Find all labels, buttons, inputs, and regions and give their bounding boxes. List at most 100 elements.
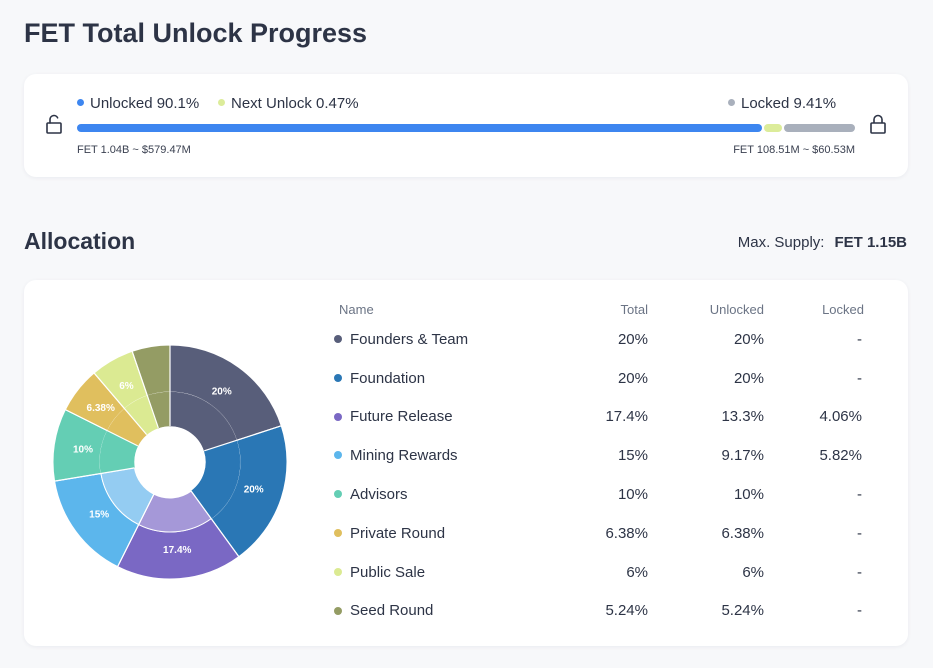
pie-slice-label: 17.4% bbox=[163, 545, 191, 556]
row-total: 15% bbox=[617, 447, 648, 465]
header-total: Total bbox=[620, 301, 648, 317]
row-locked: - bbox=[857, 369, 862, 387]
table-header: Name Total Unlocked Locked bbox=[334, 298, 864, 320]
max-supply-label: Max. Supply: bbox=[737, 234, 825, 251]
allocation-heading: Allocation bbox=[24, 228, 136, 254]
row-name-text: Private Round bbox=[350, 524, 446, 542]
row-name: Advisors bbox=[334, 475, 534, 514]
row-total: 10% bbox=[617, 486, 648, 504]
row-locked: 5.82% bbox=[819, 447, 862, 465]
row-name-text: Mining Rewards bbox=[350, 447, 458, 465]
pie-slice-group bbox=[169, 344, 282, 452]
row-name-text: Founders & Team bbox=[350, 330, 469, 348]
max-supply: Max. Supply: FET 1.15B bbox=[738, 234, 907, 251]
row-locked: - bbox=[857, 563, 862, 581]
row-total: 6.38% bbox=[605, 524, 648, 542]
table-row: Mining Rewards 15% 9.17% 5.82% bbox=[334, 436, 864, 475]
progress-segment-next-unlock bbox=[763, 124, 782, 132]
row-color-dot bbox=[334, 528, 342, 537]
allocation-card: 20% 20% 17.4% 15% 10% 6.38% 6% Name Total Unlo… bbox=[24, 280, 908, 646]
table-row: Public Sale 6% 6% - bbox=[334, 553, 864, 592]
row-name-text: Future Release bbox=[350, 408, 453, 426]
progress-segment-locked bbox=[783, 124, 855, 132]
row-unlocked: 6% bbox=[742, 563, 764, 581]
pie-slice-label: 10% bbox=[73, 444, 93, 455]
pie-separator bbox=[93, 372, 148, 435]
legend-unlocked: Unlocked 90.1% bbox=[77, 95, 199, 112]
pie-separator bbox=[117, 493, 155, 567]
allocation-pie-chart: 20% 20% 17.4% 15% 10% 6.38% 6% bbox=[52, 344, 288, 580]
row-name: Seed Round bbox=[334, 592, 534, 631]
row-color-dot bbox=[334, 567, 342, 576]
table-row: Seed Round 5.24% 5.24% - bbox=[334, 592, 864, 631]
row-total: 6% bbox=[626, 563, 648, 581]
table-row: Future Release 17.4% 13.3% 4.06% bbox=[334, 398, 864, 437]
row-total: 17.4% bbox=[605, 408, 648, 426]
pie-slice-label: 6% bbox=[119, 381, 134, 392]
pie-separator bbox=[190, 490, 240, 557]
unlocked-amount: FET 1.04B ~ $579.47M bbox=[77, 144, 191, 156]
row-total: 20% bbox=[617, 369, 648, 387]
pie-separator bbox=[65, 409, 139, 447]
locked-amount: FET 108.51M ~ $60.53M bbox=[733, 144, 855, 156]
row-locked: - bbox=[857, 330, 862, 348]
row-name: Founders & Team bbox=[334, 320, 534, 359]
row-name: Public Sale bbox=[334, 553, 534, 592]
row-unlocked: 20% bbox=[733, 330, 764, 348]
header-unlocked: Unlocked bbox=[709, 301, 764, 317]
row-color-dot bbox=[334, 490, 342, 499]
row-unlocked: 10% bbox=[733, 486, 764, 504]
row-unlocked: 9.17% bbox=[721, 447, 764, 465]
table-row: Foundation 20% 20% - bbox=[334, 359, 864, 398]
row-locked: - bbox=[857, 524, 862, 542]
pie-slice-label: 15% bbox=[89, 510, 109, 521]
table-row: Advisors 10% 10% - bbox=[334, 475, 864, 514]
page-title: FET Total Unlock Progress bbox=[24, 18, 368, 48]
table-row: Founders & Team 20% 20% - bbox=[334, 320, 864, 359]
pie-slice-label: 20% bbox=[212, 386, 232, 397]
progress-segment-unlocked bbox=[77, 124, 762, 132]
header-locked: Locked bbox=[822, 301, 864, 317]
unlocked-lock-icon bbox=[45, 114, 63, 134]
row-name: Mining Rewards bbox=[334, 436, 534, 475]
pie-slice-group bbox=[190, 425, 288, 558]
legend-next-unlock: Next Unlock 0.47% bbox=[218, 95, 359, 112]
pie-slice-label: 20% bbox=[244, 485, 264, 496]
row-unlocked: 5.24% bbox=[721, 602, 764, 620]
row-color-dot bbox=[334, 334, 342, 343]
row-locked: 4.06% bbox=[819, 408, 862, 426]
row-unlocked: 13.3% bbox=[721, 408, 764, 426]
row-unlocked: 6.38% bbox=[721, 524, 764, 542]
row-name-text: Advisors bbox=[350, 486, 408, 504]
row-name: Foundation bbox=[334, 359, 534, 398]
row-name: Future Release bbox=[334, 398, 534, 437]
unlock-progress-card: Unlocked 90.1% Next Unlock 0.47% Locked … bbox=[24, 74, 908, 177]
row-name-text: Seed Round bbox=[350, 602, 434, 620]
locked-lock-icon bbox=[869, 114, 887, 134]
unlocked-dot bbox=[77, 98, 84, 106]
row-locked: - bbox=[857, 486, 862, 504]
row-total: 5.24% bbox=[605, 602, 648, 620]
row-color-dot bbox=[334, 373, 342, 382]
table-row: Private Round 6.38% 6.38% - bbox=[334, 514, 864, 553]
row-name-text: Public Sale bbox=[350, 563, 426, 581]
row-color-dot bbox=[334, 606, 342, 615]
pie-separator bbox=[204, 425, 282, 452]
row-name-text: Foundation bbox=[350, 369, 426, 387]
pie-slice-group bbox=[116, 490, 240, 580]
row-color-dot bbox=[334, 412, 342, 421]
header-name: Name bbox=[339, 301, 374, 317]
max-supply-value: FET 1.15B bbox=[834, 234, 907, 251]
pie-separator bbox=[54, 467, 135, 482]
row-locked: - bbox=[857, 602, 862, 620]
row-total: 20% bbox=[617, 330, 648, 348]
row-unlocked: 20% bbox=[733, 369, 764, 387]
pie-slice-label: 6.38% bbox=[87, 403, 115, 414]
next-unlock-dot bbox=[218, 98, 225, 106]
allocation-table: Name Total Unlocked Locked Founders & Te… bbox=[334, 298, 864, 630]
legend-locked: Locked 9.41% bbox=[728, 95, 836, 112]
row-name: Private Round bbox=[334, 514, 534, 553]
locked-dot bbox=[728, 98, 735, 106]
unlock-progress-bar bbox=[77, 124, 855, 132]
allocation-table-body: Founders & Team 20% 20% - Foundation 20% 20% - F… bbox=[334, 320, 864, 630]
